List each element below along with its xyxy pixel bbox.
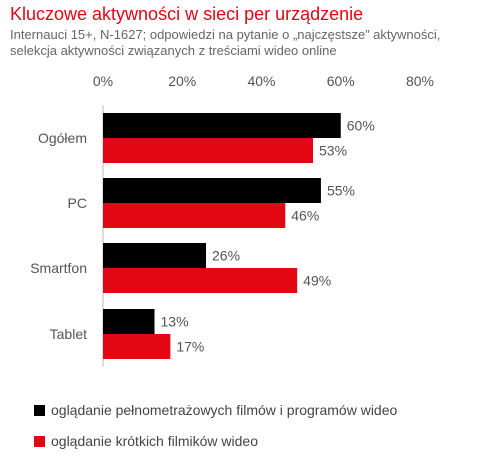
data-label: 53%	[319, 143, 347, 159]
legend-swatch-series-1	[34, 404, 45, 416]
x-tick-label: 60%	[327, 73, 355, 89]
category-label: Tablet	[50, 326, 87, 342]
chart-title: Kluczowe aktywności w sieci per urządzen…	[10, 4, 364, 24]
data-label: 55%	[327, 183, 355, 199]
data-label: 60%	[347, 118, 375, 134]
data-label: 46%	[291, 208, 319, 224]
legend-label-series-1: oglądanie pełnometrażowych filmów i prog…	[51, 402, 398, 418]
legend: oglądanie pełnometrażowych filmów i prog…	[34, 400, 397, 462]
data-label: 13%	[161, 314, 189, 330]
x-tick-label: 0%	[93, 73, 113, 89]
bar	[103, 268, 298, 293]
data-label: 49%	[303, 273, 331, 289]
bar	[103, 243, 207, 268]
bar	[103, 309, 155, 334]
chart-subtitle: Internauci 15+, N-1627; odpowiedzi na py…	[10, 27, 440, 59]
bar	[103, 113, 341, 138]
data-label: 17%	[176, 339, 204, 355]
category-label: Smartfon	[30, 260, 87, 276]
legend-item-series-2: oglądanie krótkich filmików wideo	[34, 431, 397, 451]
x-tick-label: 80%	[406, 73, 434, 89]
subtitle-line-2: selekcja aktywności związanych z treścia…	[10, 43, 337, 58]
bar	[103, 334, 171, 359]
legend-item-series-1: oglądanie pełnometrażowych filmów i prog…	[34, 400, 397, 420]
category-label: Ogółem	[38, 130, 87, 146]
x-tick-label: 20%	[168, 73, 196, 89]
legend-swatch-series-2	[34, 435, 45, 447]
category-label: PC	[68, 195, 87, 211]
data-label: 26%	[212, 248, 240, 264]
plot-area: 0% 20% 40% 60% 80%Ogółem60%53%PC55%46%Smartf…	[30, 73, 434, 367]
bar	[103, 138, 314, 163]
x-tick-label: 40%	[247, 73, 275, 89]
subtitle-line-1: Internauci 15+, N-1627; odpowiedzi na py…	[10, 27, 441, 42]
bar	[103, 203, 286, 228]
legend-label-series-2: oglądanie krótkich filmików wideo	[51, 433, 258, 449]
bar	[103, 178, 321, 203]
